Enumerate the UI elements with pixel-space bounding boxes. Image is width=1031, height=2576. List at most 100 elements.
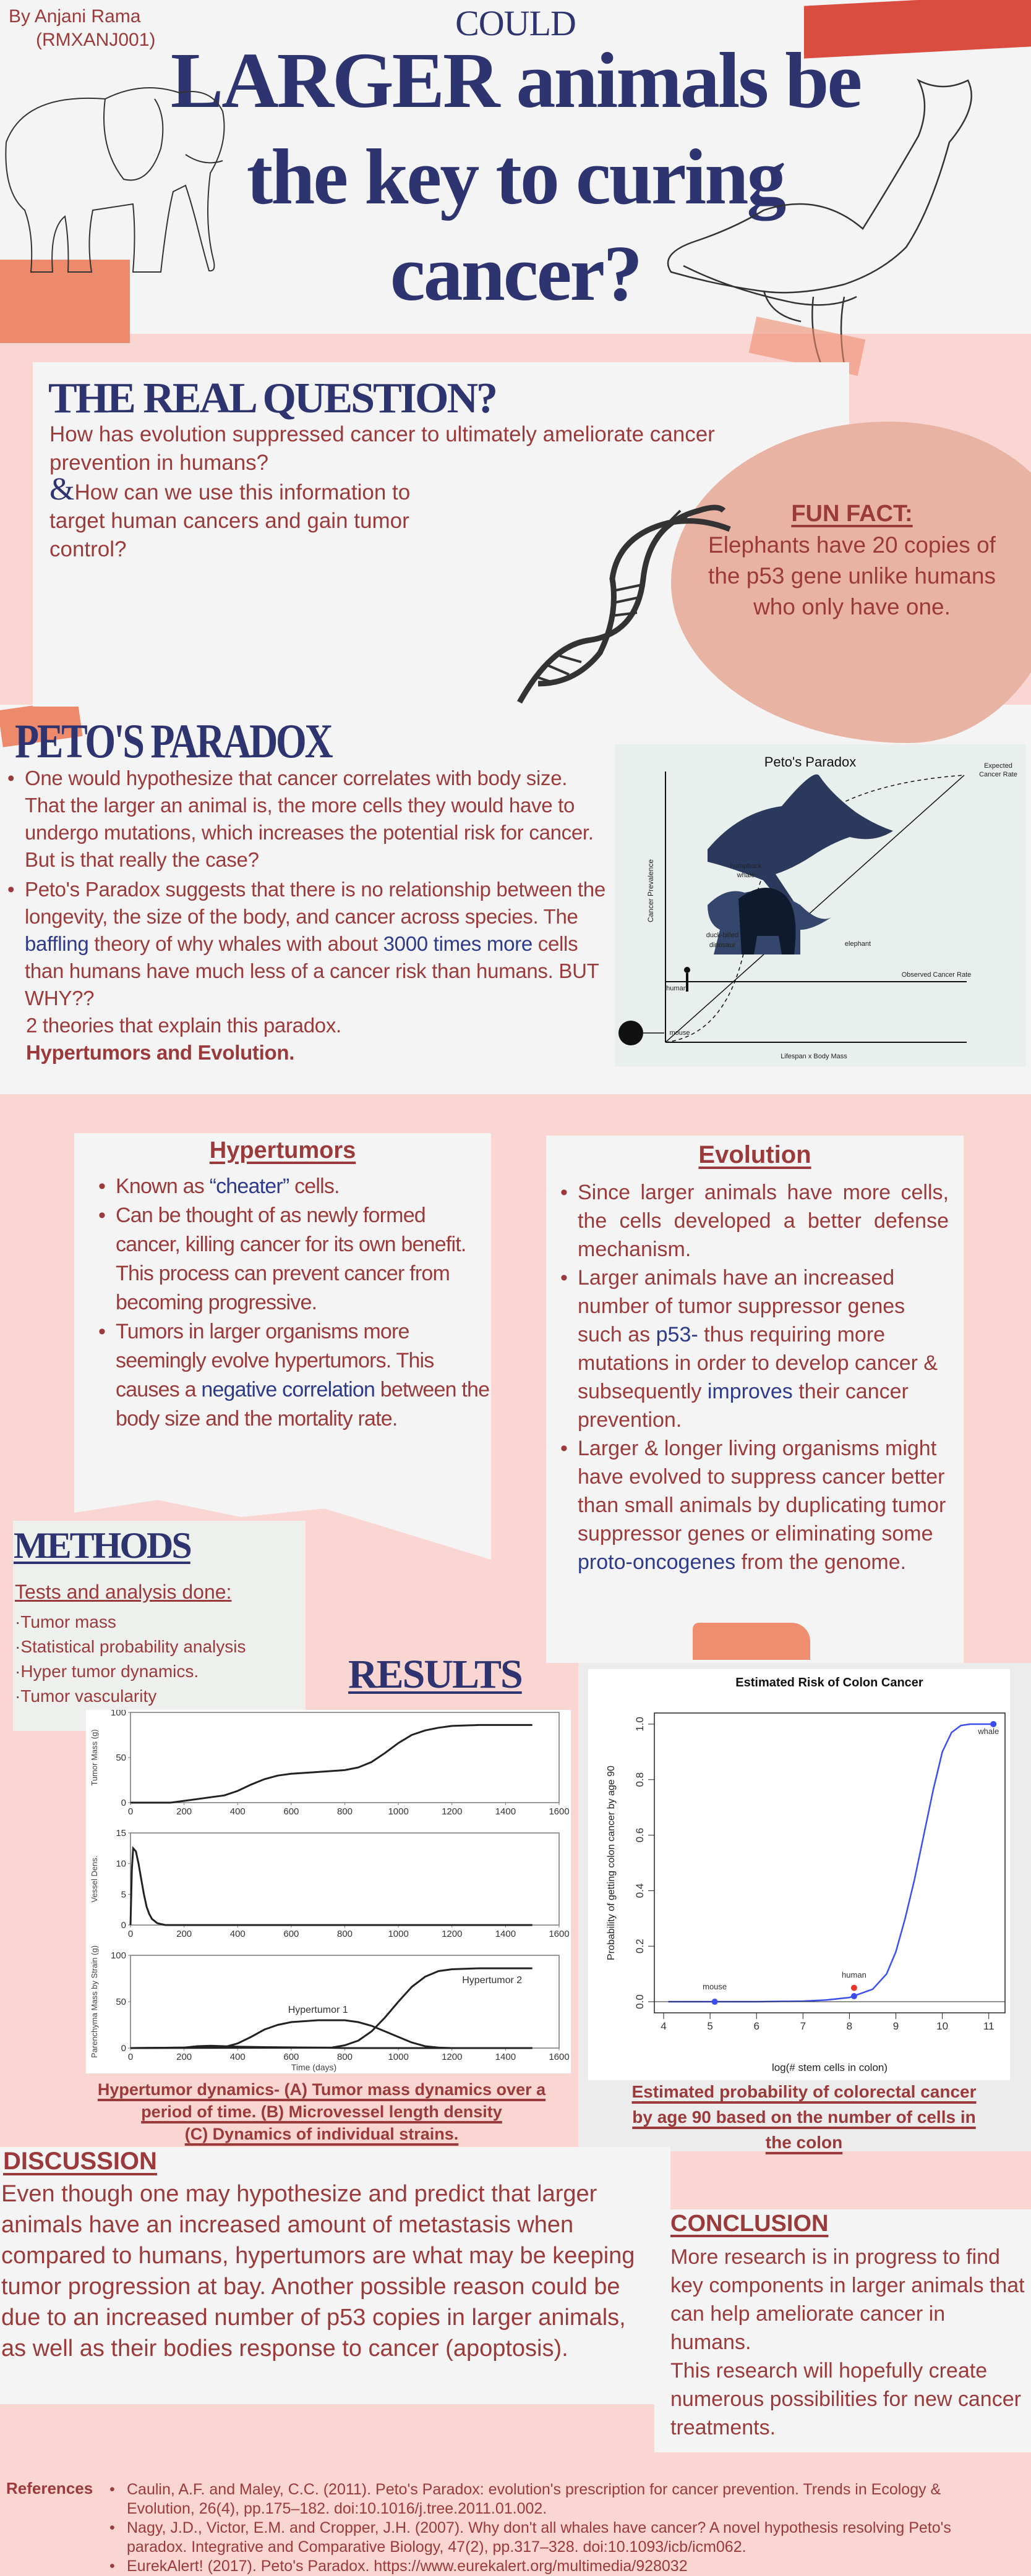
x-tick-label: 1600 (549, 1929, 569, 1939)
discussion-panel (0, 2147, 670, 2404)
x-tick-label: 1400 (495, 1929, 516, 1939)
x-tick-label: 800 (337, 1806, 353, 1817)
diagram-human-label: human (666, 985, 687, 992)
y-tick-label: 0.6 (634, 1828, 646, 1843)
series-line-hypertumor-2 (130, 1967, 533, 2049)
x-tick-label: 800 (337, 1929, 353, 1939)
conclusion-text: More research is in progress to find key… (670, 2243, 1029, 2442)
whale-silhouette (708, 774, 893, 911)
evolution-bullet-3: Larger & longer living organisms might h… (560, 1434, 949, 1576)
references-label: References (6, 2479, 93, 2497)
y-tick-label: 0.8 (634, 1772, 646, 1787)
question-text: How has evolution suppressed cancer to u… (49, 420, 816, 564)
colon-cancer-risk-chart: Estimated Risk of Colon Cancer 4 5 6 7 8 9 10 11… (588, 1669, 1010, 2080)
caption-right-line: Estimated probability of colorectal canc… (631, 2082, 977, 2101)
results-heading-text: RESULTS (348, 1652, 523, 1697)
hypertumors-heading: Hypertumors (209, 1137, 356, 1163)
y-tick-label: 50 (116, 1753, 126, 1763)
x-tick-label: 200 (176, 2052, 192, 2062)
x-axis-label: Time (days) (291, 2062, 336, 2072)
diagram-observed-label: Observed Cancer Rate (902, 971, 972, 979)
petos-bullets: One would hypothesize that cancer correl… (7, 765, 609, 1012)
diagram-mouse-label: mouse (669, 1029, 690, 1037)
x-tick-label: 600 (283, 1806, 299, 1817)
data-point-human (850, 1993, 857, 2000)
ampersand: & (49, 472, 75, 507)
references-list: Caulin, A.F. and Maley, C.C. (2011). Pet… (109, 2480, 974, 2576)
diagram-title: Peto's Paradox (764, 754, 857, 770)
methods-item: ·Tumor mass (15, 1612, 116, 1631)
methods-subheading: Tests and analysis done: (15, 1581, 232, 1603)
point-label-human: human (842, 1970, 866, 1979)
caption-left-line: period of time. (B) Microvessel length d… (141, 2102, 502, 2121)
y-tick-label: 1.0 (634, 1717, 646, 1732)
x-tick-label: 0 (128, 1929, 133, 1939)
series-line-0 (668, 1723, 994, 2003)
discussion-heading: DISCUSSION (3, 2148, 157, 2175)
methods-item: ·Tumor vascularity (15, 1686, 157, 1706)
evolution-bullet-2: Larger animals have an increased number … (560, 1264, 949, 1434)
evolution-heading: Evolution (698, 1141, 811, 1168)
highlight-3000-times: 3000 times more (383, 932, 533, 955)
x-tick-label: 400 (230, 1806, 246, 1817)
author-name: By Anjani Rama (9, 6, 141, 27)
petos-heading: PETO'S PARADOX (15, 717, 401, 765)
diagram-whale-label: humpback (730, 862, 762, 870)
highlight-proto-oncogenes: proto-oncogenes (578, 1550, 736, 1574)
diagram-xlabel: Lifespan x Body Mass (781, 1053, 847, 1060)
chart-title: Estimated Risk of Colon Cancer (735, 1676, 923, 1690)
methods-heading: METHODS (14, 1525, 192, 1566)
x-tick-label: 600 (283, 1929, 299, 1939)
orange-patch-decoration (0, 260, 130, 343)
y-tick-label: 0 (121, 1798, 126, 1808)
hypertumors-bullet-1: Known as “cheater” cells. (98, 1172, 491, 1201)
series-line-0 (129, 1846, 533, 1926)
title-line-2: the key to curing (246, 133, 787, 221)
petos-paradox-diagram: Peto's Paradox Expected Cancer Rate hump… (615, 744, 1026, 1066)
diagram-elephant-label: elephant (845, 940, 871, 948)
diagram-ylabel: Cancer Prevalence (646, 859, 655, 922)
x-tick-label: 5 (707, 2020, 712, 2032)
highlight-negative-correlation: negative correlation (201, 1378, 375, 1401)
x-tick-label: 1000 (388, 1929, 408, 1939)
x-tick-label: 0 (128, 2052, 133, 2062)
y-tick-label: 0.4 (634, 1884, 646, 1898)
x-tick-label: 6 (753, 2020, 759, 2032)
caption-left-line: (C) Dynamics of individual strains. (184, 2125, 459, 2143)
fun-fact-heading: FUN FACT: (791, 501, 913, 527)
student-id: (RMXANJ001) (36, 30, 156, 50)
series-line-2 (130, 2044, 533, 2049)
x-tick-label: 9 (893, 2020, 899, 2032)
series-label-hypertumor-1: Hypertumor 1 (288, 2005, 348, 2015)
methods-heading-text: METHODS (14, 1525, 192, 1566)
petos-bullet-1: One would hypothesize that cancer correl… (7, 765, 609, 874)
x-tick-label: 1400 (495, 2052, 516, 2062)
highlight-p53: p53- (656, 1323, 698, 1346)
conclusion-panel (654, 2209, 1031, 2452)
petos-theories: 2 theories that explain this paradox. (26, 1014, 341, 1037)
reference-item: Nagy, J.D., Victor, E.M. and Cropper, J.… (109, 2519, 974, 2557)
y-axis-label: Parenchyma Mass by Strain (g) (90, 1945, 99, 2058)
data-point-mouse (711, 1999, 718, 2005)
hypertumors-bullet-3: Tumors in larger organisms more seemingl… (98, 1317, 491, 1434)
hypertumors-bullets: Known as “cheater” cells. Can be thought… (98, 1172, 491, 1434)
results-caption-right: Estimated probability of colorectal canc… (588, 2079, 1020, 2155)
results-heading: RESULTS (348, 1652, 523, 1697)
x-tick-label: 4 (661, 2020, 666, 2032)
title-line-1: LARGER animals be (170, 36, 862, 124)
y-tick-label: 100 (111, 1950, 126, 1961)
y-tick-label: 0 (121, 2043, 126, 2054)
question-line-1: How has evolution suppressed cancer to u… (49, 422, 715, 475)
x-tick-label: 400 (230, 1929, 246, 1939)
conclusion-heading: CONCLUSION (670, 2211, 829, 2237)
series-label-hypertumor-2: Hypertumor 2 (462, 1975, 522, 1986)
x-tick-label: 200 (176, 1929, 192, 1939)
series-line-hypertumor-1 (130, 2019, 533, 2049)
human-silhouette (684, 967, 690, 973)
x-tick-label: 800 (337, 2052, 353, 2062)
highlight-improves: improves (707, 1380, 793, 1403)
x-tick-label: 1400 (495, 1806, 516, 1817)
x-tick-label: 1200 (442, 2052, 462, 2062)
hypertumor-dynamics-chart: 0 200 400 600 800 1000 1200 1400 1600050100Tumor… (86, 1710, 571, 2073)
question-heading: THE REAL QUESTION? (48, 375, 498, 422)
